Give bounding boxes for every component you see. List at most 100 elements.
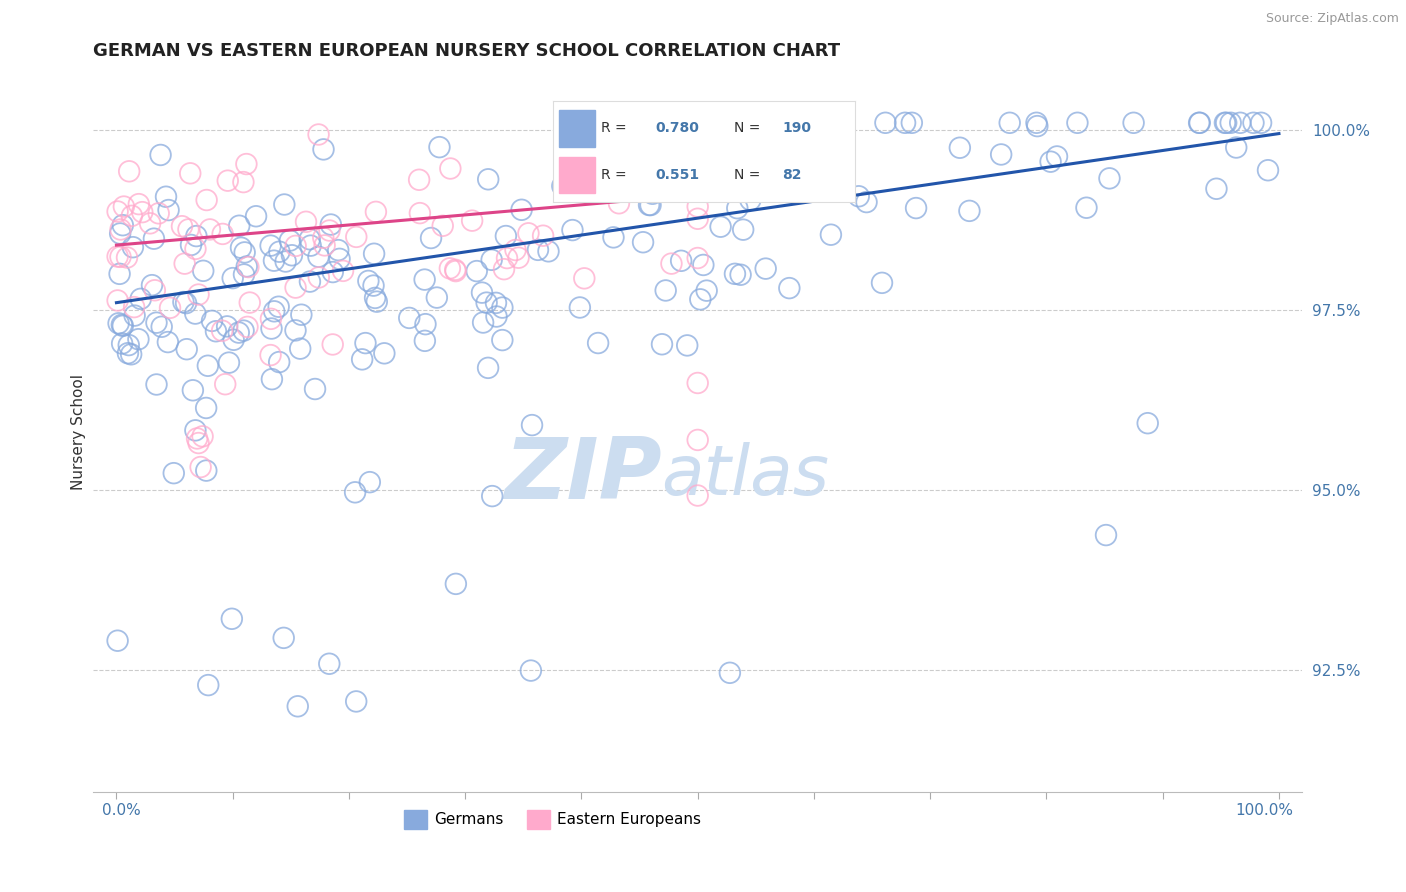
Point <box>159 301 181 315</box>
Point <box>214 377 236 392</box>
Point <box>145 377 167 392</box>
Point <box>260 311 283 326</box>
Point <box>607 196 630 211</box>
Point <box>107 250 129 264</box>
Point <box>267 300 290 314</box>
Point <box>686 200 709 214</box>
Point <box>308 250 330 264</box>
Point <box>855 195 877 210</box>
Point <box>718 665 741 680</box>
Point <box>281 248 304 262</box>
Point <box>363 246 385 260</box>
Point <box>574 271 596 285</box>
Point <box>415 317 437 331</box>
Point <box>141 278 163 293</box>
Point <box>439 161 461 176</box>
Point <box>439 261 461 276</box>
Point <box>131 205 153 219</box>
Point <box>686 433 709 447</box>
Point <box>111 336 134 351</box>
Text: atlas: atlas <box>661 442 830 508</box>
Point <box>661 151 683 165</box>
Point <box>630 153 652 168</box>
Point <box>998 116 1021 130</box>
Point <box>617 116 640 130</box>
Point <box>269 244 291 259</box>
Point <box>344 230 367 244</box>
Point <box>475 295 498 310</box>
Point <box>259 348 281 362</box>
Point <box>894 116 917 130</box>
Point <box>600 162 623 177</box>
Point <box>195 193 218 207</box>
Point <box>260 321 283 335</box>
Point <box>318 657 340 671</box>
Point <box>398 310 420 325</box>
Point <box>901 116 924 130</box>
Point <box>413 272 436 286</box>
Point <box>287 699 309 714</box>
Point <box>537 244 560 259</box>
Point <box>259 238 281 252</box>
Point <box>848 189 870 203</box>
Point <box>122 300 145 314</box>
Point <box>905 201 928 215</box>
Point <box>1215 116 1237 130</box>
Point <box>740 193 762 207</box>
Point <box>121 209 143 223</box>
Point <box>520 664 543 678</box>
Point <box>520 418 543 433</box>
Point <box>790 159 813 173</box>
Point <box>107 316 129 330</box>
Point <box>641 186 664 201</box>
Point <box>432 219 454 233</box>
Point <box>233 245 256 260</box>
Point <box>263 253 285 268</box>
Point <box>686 179 709 194</box>
Point <box>122 240 145 254</box>
Point <box>1250 116 1272 130</box>
Point <box>461 213 484 227</box>
Point <box>408 173 430 187</box>
Point <box>631 150 654 164</box>
Point <box>222 333 245 347</box>
Point <box>190 460 212 475</box>
Point <box>1066 116 1088 130</box>
Point <box>111 318 134 333</box>
Point <box>124 309 146 323</box>
Point <box>263 304 285 318</box>
Point <box>174 296 197 310</box>
Point <box>588 176 610 190</box>
Point <box>284 239 307 253</box>
Point <box>692 258 714 272</box>
Point <box>228 326 250 340</box>
Point <box>496 251 519 265</box>
Point <box>581 133 603 147</box>
Point <box>186 229 208 244</box>
Point <box>142 232 165 246</box>
Point <box>170 219 193 234</box>
Point <box>290 308 312 322</box>
Point <box>557 163 579 178</box>
Point <box>1122 116 1144 130</box>
Point <box>730 268 752 282</box>
Point <box>110 250 132 264</box>
Point <box>471 285 494 300</box>
Point <box>118 164 141 178</box>
Point <box>217 319 239 334</box>
Point <box>150 319 173 334</box>
Point <box>172 295 194 310</box>
Point <box>181 384 204 398</box>
Point <box>187 436 209 450</box>
Point <box>245 209 267 223</box>
Text: GERMAN VS EASTERN EUROPEAN NURSERY SCHOOL CORRELATION CHART: GERMAN VS EASTERN EUROPEAN NURSERY SCHOO… <box>93 42 841 60</box>
Point <box>184 242 207 256</box>
Point <box>308 128 330 142</box>
Point <box>228 219 250 233</box>
Point <box>554 161 576 175</box>
Point <box>235 260 257 274</box>
Point <box>1095 528 1118 542</box>
Point <box>686 211 709 226</box>
Point <box>238 260 260 274</box>
Point <box>444 262 467 277</box>
